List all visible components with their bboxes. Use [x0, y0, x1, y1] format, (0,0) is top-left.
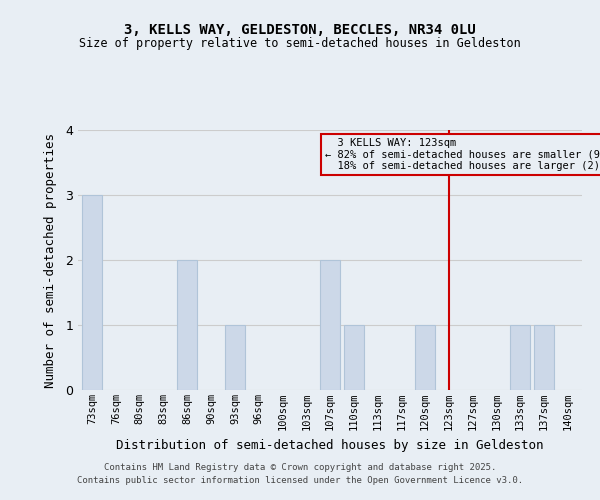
X-axis label: Distribution of semi-detached houses by size in Geldeston: Distribution of semi-detached houses by …	[116, 438, 544, 452]
Bar	[534, 325, 554, 390]
Text: 3, KELLS WAY, GELDESTON, BECCLES, NR34 0LU: 3, KELLS WAY, GELDESTON, BECCLES, NR34 0…	[124, 22, 476, 36]
Bar	[225, 325, 245, 390]
Bar	[82, 195, 103, 390]
Bar	[177, 260, 197, 390]
Bar	[320, 260, 340, 390]
Bar	[344, 325, 364, 390]
Bar	[510, 325, 530, 390]
Bar	[415, 325, 435, 390]
Text: Contains public sector information licensed under the Open Government Licence v3: Contains public sector information licen…	[77, 476, 523, 485]
Y-axis label: Number of semi-detached properties: Number of semi-detached properties	[44, 132, 57, 388]
Text: 3 KELLS WAY: 123sqm
← 82% of semi-detached houses are smaller (9)
  18% of semi-: 3 KELLS WAY: 123sqm ← 82% of semi-detach…	[325, 138, 600, 171]
Text: Contains HM Land Registry data © Crown copyright and database right 2025.: Contains HM Land Registry data © Crown c…	[104, 464, 496, 472]
Text: Size of property relative to semi-detached houses in Geldeston: Size of property relative to semi-detach…	[79, 38, 521, 51]
